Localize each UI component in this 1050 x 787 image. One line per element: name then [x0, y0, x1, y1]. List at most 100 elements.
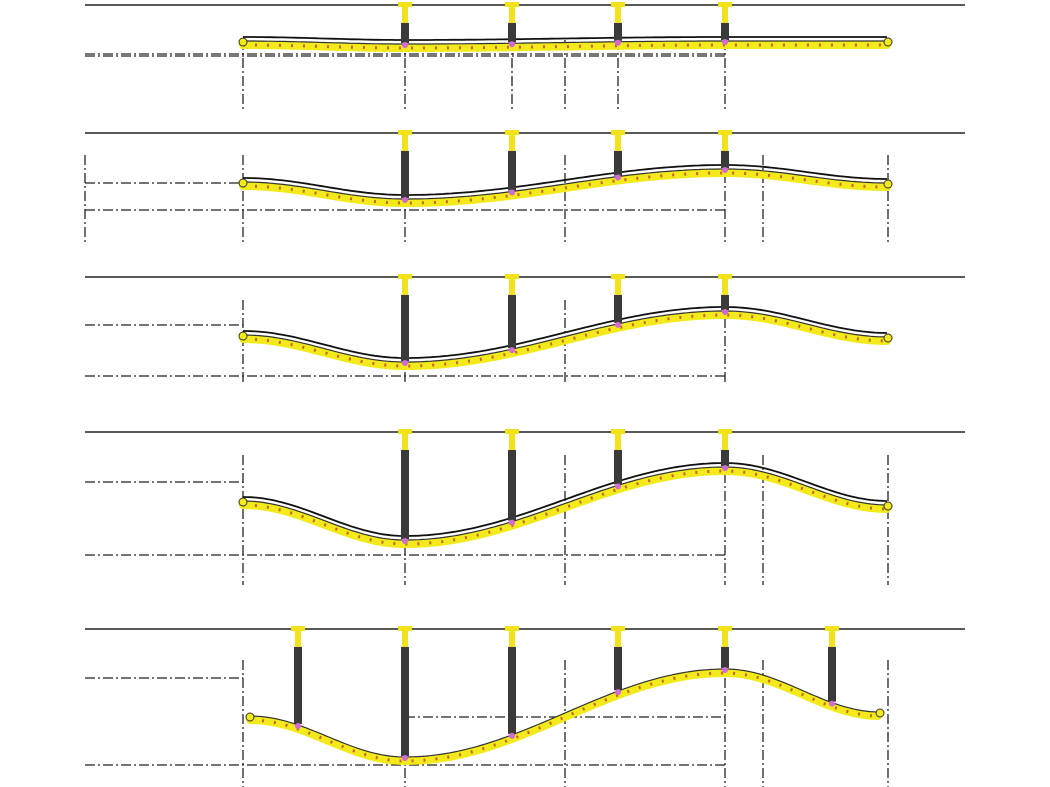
hanger-rod — [614, 450, 622, 485]
hanger-rod — [828, 647, 836, 702]
hanger-node — [615, 174, 621, 181]
hanger-node — [402, 197, 408, 203]
deck-joints — [243, 313, 888, 368]
hanger-node — [722, 667, 728, 673]
hanger-stem — [615, 7, 621, 23]
hanger-cap — [718, 626, 732, 631]
hanger-stem — [295, 631, 301, 647]
hanger-cap — [398, 626, 412, 631]
hanger-node — [509, 189, 515, 196]
hanger-cap — [398, 429, 412, 434]
anchor — [883, 37, 893, 47]
hanger-node — [295, 722, 301, 729]
anchor — [875, 708, 885, 718]
hanger-cap — [505, 429, 519, 434]
cable-profile — [243, 36, 887, 41]
hanger-stem — [402, 135, 408, 151]
hanger-stem — [615, 279, 621, 295]
anchor — [238, 331, 248, 341]
hanger-rod — [721, 450, 729, 466]
hanger-rod — [508, 295, 516, 349]
hanger-node — [829, 700, 835, 707]
hanger-rod — [721, 647, 729, 668]
hanger-node — [402, 755, 408, 761]
hanger-node — [722, 39, 728, 45]
hanger-node — [509, 732, 515, 739]
hanger-cap — [505, 274, 519, 279]
hanger-cap — [291, 626, 305, 631]
hanger-cap — [825, 626, 839, 631]
hanger-stem — [402, 279, 408, 295]
hanger-node — [509, 519, 515, 526]
hanger-stem — [829, 631, 835, 647]
hanger-rod — [294, 647, 302, 724]
hanger-stem — [509, 135, 515, 151]
hanger-cap — [611, 130, 625, 135]
hanger-rod — [508, 647, 516, 734]
hanger-cap — [611, 274, 625, 279]
hanger-rod — [508, 151, 516, 191]
hanger-stem — [509, 631, 515, 647]
hanger-stem — [722, 434, 728, 450]
hanger-stem — [509, 434, 515, 450]
hanger-stem — [722, 7, 728, 23]
cable-profile — [243, 306, 888, 359]
hanger-stem — [402, 7, 408, 23]
deck-joints — [249, 671, 879, 763]
hanger-node — [722, 309, 728, 315]
hanger-node — [402, 538, 408, 544]
deck-joints — [242, 469, 888, 546]
hanger-stem — [615, 631, 621, 647]
stage-panel — [85, 274, 965, 385]
hanger-node — [509, 347, 515, 354]
deck-joints — [243, 171, 887, 205]
cable-profile — [243, 164, 887, 196]
hanger-cap — [398, 130, 412, 135]
hanger-rod — [614, 151, 622, 176]
stage-panel — [85, 2, 965, 110]
hanger-node — [615, 483, 621, 490]
deck-edge — [249, 668, 879, 758]
hanger-stem — [615, 135, 621, 151]
hanger-cap — [398, 2, 412, 7]
hanger-cap — [718, 130, 732, 135]
hanger-stem — [402, 631, 408, 647]
anchor — [883, 501, 893, 511]
hanger-cap — [611, 626, 625, 631]
stage-panel — [85, 626, 965, 787]
hanger-rod — [401, 450, 409, 539]
anchor — [238, 178, 248, 188]
anchor — [883, 333, 893, 343]
hanger-rod — [721, 23, 729, 40]
hanger-stem — [615, 434, 621, 450]
hanger-stem — [509, 7, 515, 23]
hanger-rod — [614, 647, 622, 691]
hanger-cap — [611, 2, 625, 7]
anchor — [245, 712, 255, 722]
deck-yellow — [239, 41, 891, 52]
hanger-cap — [718, 2, 732, 7]
hanger-rod — [401, 647, 409, 756]
deck-yellow — [246, 669, 882, 765]
deck-edge — [243, 310, 888, 363]
hanger-stem — [722, 631, 728, 647]
hanger-stem — [509, 279, 515, 295]
hanger-node — [615, 39, 621, 46]
hanger-node — [402, 360, 408, 366]
anchor — [238, 497, 248, 507]
hanger-rod — [614, 23, 622, 41]
cable-profile — [242, 462, 888, 537]
hanger-cap — [718, 274, 732, 279]
hanger-stem — [722, 135, 728, 151]
hanger-rod — [508, 450, 516, 521]
hanger-rod — [508, 23, 516, 43]
hanger-rod — [401, 151, 409, 198]
deck-edge — [243, 168, 887, 200]
hanger-stem — [722, 279, 728, 295]
hanger-rod — [614, 295, 622, 323]
hanger-node — [722, 465, 728, 471]
hanger-node — [722, 167, 728, 173]
hanger-rod — [721, 151, 729, 168]
anchor — [883, 179, 893, 189]
